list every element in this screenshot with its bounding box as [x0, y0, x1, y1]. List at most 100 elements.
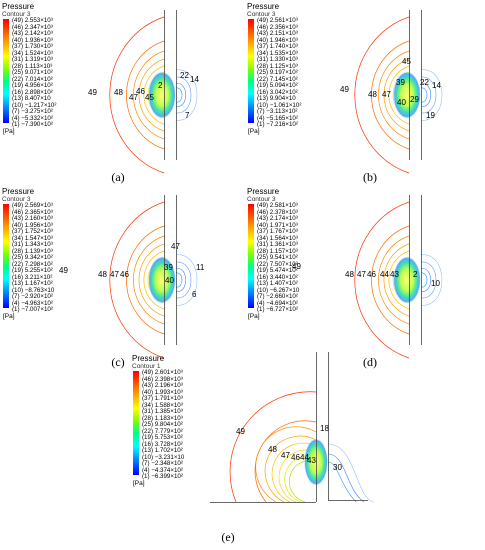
contour-arc — [126, 40, 165, 150]
contour-label: 47 — [110, 270, 119, 279]
legend-level: (43) 2.151×10³ — [257, 30, 298, 37]
contour-label: 39 — [396, 78, 405, 87]
contour-label: 49 — [88, 88, 97, 97]
legend-level: (25) 9.804×10² — [142, 421, 183, 428]
color-bar — [3, 19, 9, 123]
legend-header: Pressure Contour 1 — [132, 355, 164, 371]
legend-level: (46) 2.398×10³ — [142, 375, 183, 383]
legend-level: (1) −7.216×10² — [257, 121, 298, 128]
legend-unit: [Pa] — [3, 313, 15, 320]
contour-label: 22 — [180, 71, 189, 80]
legend-level: (25) 9.197×10² — [257, 69, 298, 76]
color-bar — [133, 371, 139, 475]
wall-right — [421, 195, 422, 345]
legend-level: (43) 2.196×10³ — [142, 382, 183, 389]
legend-title: Pressure — [2, 187, 35, 196]
contour-arc — [175, 87, 183, 103]
contour-label: 44 — [380, 270, 389, 279]
contour-arc — [133, 235, 165, 325]
color-bar — [248, 19, 254, 123]
legend-level: (46) 2.365×10³ — [12, 208, 53, 216]
panel-caption: (e) — [221, 530, 235, 544]
contour-arc — [420, 82, 432, 108]
contour-label: 45 — [402, 57, 411, 66]
legend-level: (43) 2.142×10³ — [12, 30, 53, 37]
color-bar — [3, 204, 9, 308]
legend-level: (10) −6.267×10 — [257, 286, 300, 294]
panel-c: Pressure Contour 3 (49) 2.569×10³ (46) 2.36… — [0, 185, 240, 359]
legend-level: (22) 7.507×10² — [257, 260, 298, 268]
legend-level: (4) −4.374×10² — [142, 466, 183, 474]
wall-right — [176, 195, 177, 345]
contour-arc — [229, 391, 317, 503]
contour-arc — [175, 261, 192, 299]
contour-label: 48 — [345, 270, 354, 279]
contour-arc — [388, 250, 410, 310]
contour-label: 48 — [98, 270, 107, 279]
panel-e: Pressure Contour 1 (49) 2.601×10³ (46) 2.39… — [130, 352, 375, 522]
legend-level: (46) 2.378×10³ — [257, 208, 298, 216]
legend-level: (13) 9.904×10 — [257, 95, 296, 102]
legend-unit: [Pa] — [248, 313, 260, 320]
contour-label: 29 — [410, 95, 419, 104]
contour-label: 6 — [192, 290, 197, 299]
contour-arc — [420, 267, 432, 293]
legend-level: (40) 1.946×10³ — [257, 36, 298, 44]
legend-level: (28) 1.157×10³ — [257, 247, 298, 255]
legend-title: Pressure — [247, 187, 280, 196]
contour-label: 46 — [291, 453, 300, 462]
contour-arc — [371, 40, 410, 150]
legend-title: Pressure — [247, 2, 280, 11]
legend-level: (31) 1.330×10³ — [257, 56, 298, 63]
legend-level: (19) 5.255×10² — [12, 267, 53, 274]
legend-level: (25) 9.071×10² — [12, 69, 53, 76]
wall-left — [316, 352, 317, 502]
legend-level: (34) 1.547×10³ — [12, 234, 53, 242]
contour-arc — [371, 225, 410, 335]
contour-arc — [378, 50, 410, 140]
contour-arc — [420, 272, 428, 288]
contour-arc — [175, 272, 183, 288]
contour-lines — [109, 201, 198, 359]
legend-level: (49) 2.581×10³ — [257, 202, 298, 209]
contour-label: 22 — [420, 78, 429, 87]
legend-level: (13) 1.702×10² — [142, 447, 183, 454]
contour-lines — [354, 201, 443, 359]
legend-header: Pressure Contour 3 — [247, 188, 279, 204]
contour-label: 30 — [333, 463, 342, 472]
wall-right — [421, 10, 422, 160]
legend-level: (16) 3.211×10² — [12, 273, 53, 281]
floor-boundary — [210, 502, 316, 503]
contour-arc — [126, 225, 165, 335]
contour-label: 44 — [300, 453, 309, 462]
contour-label: 11 — [196, 263, 205, 272]
legend-title: Pressure — [132, 354, 165, 363]
contour-lines — [109, 16, 198, 174]
floor-boundary — [328, 500, 368, 501]
legend-level: (7) −3.113×10² — [257, 108, 298, 115]
legend-subtitle: Contour 3 — [2, 196, 31, 203]
wall-right — [176, 10, 177, 160]
legend-level: (37) 1.740×10³ — [257, 43, 298, 50]
legend-level: (31) 1.319×10³ — [12, 56, 53, 63]
legend-title: Pressure — [2, 2, 35, 11]
legend-level: (49) 2.569×10³ — [12, 202, 53, 209]
contour-label: 46 — [120, 270, 129, 279]
legend-level: (13) 1.167×10² — [12, 280, 53, 287]
legend-subtitle: Contour 3 — [2, 11, 31, 18]
wall-left — [409, 10, 410, 160]
legend-unit: [Pa] — [133, 480, 145, 487]
legend-level: (28) 1.183×10³ — [142, 414, 183, 422]
legend-level: (40) 1.971×10³ — [257, 221, 298, 229]
legend-level: (4) −5.332×10² — [12, 114, 53, 122]
legend-level: (1) −7.390×10² — [12, 121, 53, 128]
wall-left — [164, 10, 165, 160]
legend-level: (40) 1.993×10³ — [142, 388, 183, 396]
legend-level: (28) 1.113×10³ — [12, 62, 53, 70]
panel-b: Pressure Contour 3 (49) 2.561×10³ (46) 2.35… — [245, 0, 485, 174]
legend-level: (31) 1.385×10³ — [142, 408, 183, 415]
wall-left — [164, 195, 165, 345]
